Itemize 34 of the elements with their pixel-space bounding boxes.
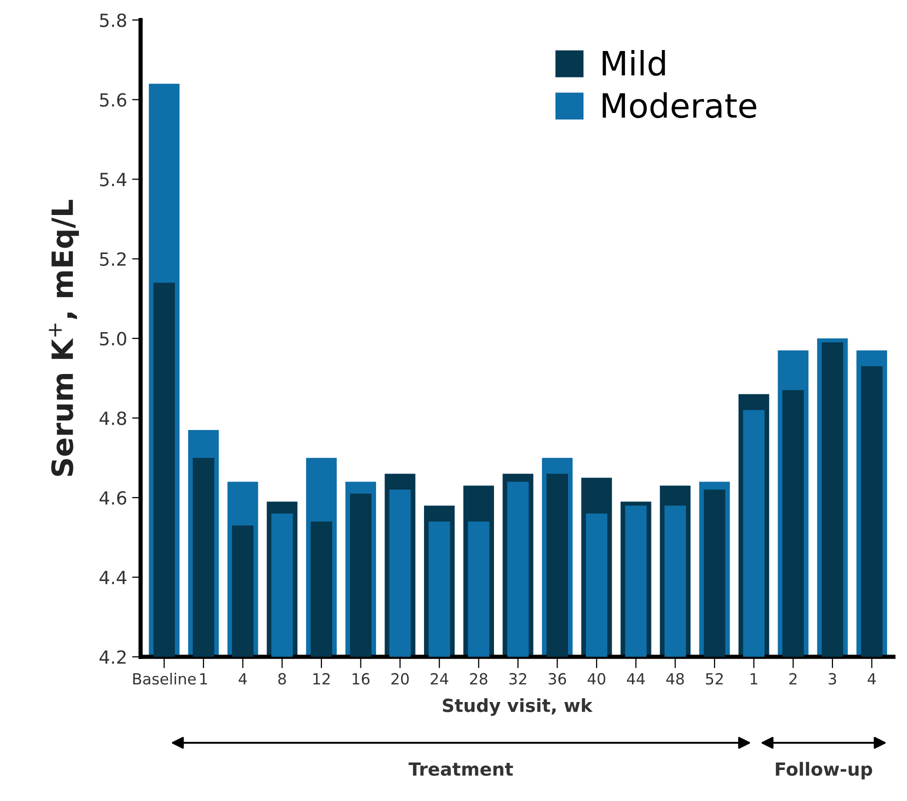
y-tick-label: 5.8 <box>100 13 126 28</box>
x-tick-label: 1 <box>200 673 207 684</box>
y-tick-label: 5.4 <box>100 172 126 186</box>
x-tick-label: 32 <box>509 673 526 685</box>
y-tick-label: 4.6 <box>100 491 126 505</box>
x-tick-label: 4 <box>238 673 247 684</box>
x-tick-label: 4 <box>868 673 876 684</box>
x-tick-label: 8 <box>278 673 286 685</box>
x-tick-label: 52 <box>706 673 723 685</box>
x-tick-label: 48 <box>666 673 684 685</box>
legend-label: Moderate <box>602 92 756 118</box>
x-tick-label: 1 <box>750 673 758 684</box>
x-tick-label: 12 <box>313 673 330 684</box>
text: Treatment <box>408 762 513 776</box>
x-tick-label: Baseline <box>133 672 196 685</box>
legend-label: Mild <box>602 50 665 76</box>
x-tick-label: 24 <box>430 673 448 684</box>
text: Follow-up <box>776 762 872 780</box>
x-tick-label: 3 <box>828 673 836 685</box>
x-tick-label: 44 <box>626 673 645 684</box>
y-tick-label: 4.4 <box>100 570 126 584</box>
y-axis-title: Serum K$^{+}$, mEq/L <box>48 200 79 476</box>
x-tick-label: 20 <box>391 673 409 685</box>
y-tick-label: 4.2 <box>100 650 126 664</box>
y-tick-label: 5.6 <box>100 93 126 107</box>
x-tick-label: 2 <box>789 673 796 684</box>
y-tick-label: 4.8 <box>100 411 126 426</box>
x-tick-label: 16 <box>352 673 370 685</box>
x-tick-label: 28 <box>470 673 488 685</box>
y-tick-label: 5.2 <box>100 252 126 266</box>
x-tick-label: 36 <box>548 673 566 685</box>
x-axis-title: Study visit, wk <box>442 698 593 716</box>
x-tick-label: 40 <box>588 673 606 685</box>
y-tick-label: 5.0 <box>100 332 126 346</box>
